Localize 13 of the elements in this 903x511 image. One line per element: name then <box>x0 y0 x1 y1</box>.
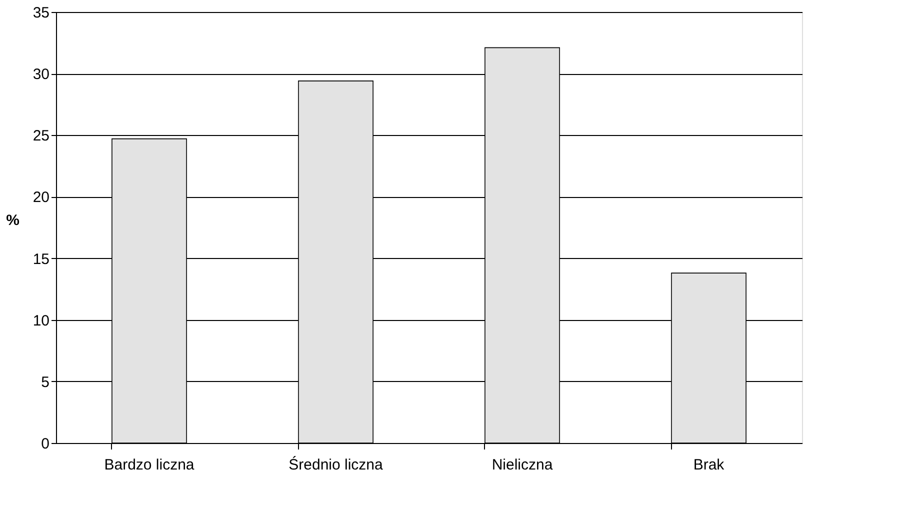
y-tick-label: 35 <box>32 4 50 22</box>
x-tick-label: Bardzo liczna <box>104 456 195 474</box>
y-tick-label: 10 <box>32 312 50 330</box>
y-tick-label: 30 <box>32 66 50 84</box>
y-tick-label: 20 <box>32 189 50 206</box>
y-axis-title: % <box>6 212 20 229</box>
y-tick-label: 0 <box>41 436 50 452</box>
x-tick-label: Średnio liczna <box>288 456 384 474</box>
y-tick-label: 25 <box>32 128 50 145</box>
x-tick-label: Nieliczna <box>492 456 554 474</box>
x-tick-label: Brak <box>693 456 725 474</box>
y-tick-label: 15 <box>32 250 50 268</box>
y-tick-label: 5 <box>41 374 50 391</box>
